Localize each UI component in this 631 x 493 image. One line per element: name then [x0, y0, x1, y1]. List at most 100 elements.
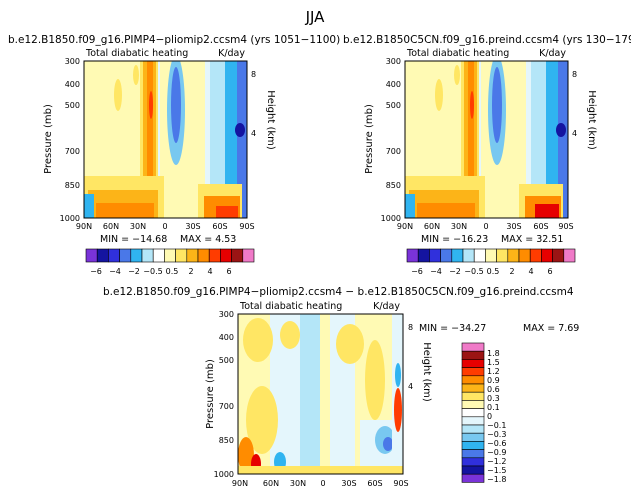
panel-2-xtick: 60S [533, 222, 548, 231]
panel-3-xtick: 60S [367, 479, 382, 488]
panel-3-colorbar-swatch [461, 367, 485, 377]
panel-2-colorbar-swatch [496, 248, 509, 263]
panel-2-colorbar-swatch [518, 248, 531, 263]
panel-2-colorbar-swatch [417, 248, 430, 263]
panel-3-colorbar-swatch [461, 416, 485, 426]
panel-3-heighttick: 4 [408, 382, 413, 391]
panel-3-colorbar-label: 0.3 [487, 394, 500, 403]
panel-3-xtick: 90S [393, 479, 408, 488]
panel-2-xtick: 0 [483, 222, 488, 231]
panel-3-colorbar-label: −0.1 [487, 421, 506, 430]
panel-3-colorbar-swatch [461, 424, 485, 434]
panel-1-max: MAX = 4.53 [180, 234, 236, 245]
panel-2-ytick: 1000 [381, 214, 401, 223]
panel-2-colorbar-label: 4 [528, 267, 533, 276]
panel-2-ylabel: Pressure (mb) [364, 104, 375, 174]
panel-3: b.e12.B1850.f09_g16.PIMP4−pliomip2.ccsm4… [103, 286, 579, 488]
panel-1-ytick: 700 [65, 147, 80, 156]
panel-1-heighttick: 8 [251, 70, 256, 79]
panel-2-colorbar-label: 0.5 [487, 267, 500, 276]
panel-1-min: MIN = −14.68 [100, 234, 167, 245]
panel-2-xtick: 30N [451, 222, 467, 231]
panel-2-heighttick: 4 [572, 129, 577, 138]
panel-3-title: b.e12.B1850.f09_g16.PIMP4−pliomip2.ccsm4… [103, 286, 574, 298]
panel-1-colorbar-label: −4 [109, 267, 121, 276]
panel-2-colorbar-swatch [473, 248, 486, 263]
panel-1-units: K/day [218, 48, 245, 59]
panel-3-ylabel: Pressure (mb) [205, 359, 216, 429]
panel-3-colorbar: 1.8 1.5 1.2 0.9 0.6 0.3 0.1 0 −0.1 −0.3 … [461, 342, 506, 484]
panel-3-colorbar-swatch [461, 473, 485, 483]
panel-1-xtick: 30N [130, 222, 146, 231]
panel-2-colorbar: −6 −4 −2 −0.5 0.5 2 4 6 [406, 248, 576, 276]
panel-3-colorbar-label: −1.2 [487, 457, 506, 466]
panel-3-ytick: 300 [219, 310, 234, 319]
panel-3-colorbar-label: −1.5 [487, 466, 506, 475]
panel-3-colorbar-label: −0.6 [487, 439, 506, 448]
panel-3-xtick: 60N [263, 479, 279, 488]
panel-1-xtick: 0 [162, 222, 167, 231]
panel-2-heighttick: 8 [572, 70, 577, 79]
panel-3-subtitle-left: Total diabatic heating [239, 301, 342, 312]
panel-2-min: MIN = −16.23 [421, 234, 488, 245]
panel-3-colorbar-swatch [461, 350, 485, 360]
figure-title: JJA [305, 8, 326, 26]
panel-1-colorbar-label: 4 [207, 267, 212, 276]
panel-1-colorbar-swatch [220, 248, 232, 263]
panel-2-colorbar-label: −0.5 [464, 267, 483, 276]
panel-1-colorbar-swatch [175, 248, 188, 263]
panel-2-ytick: 400 [386, 80, 401, 89]
panel-3-colorbar-swatch [461, 441, 485, 450]
panel-1-ytick: 1000 [60, 214, 80, 223]
panel-3-colorbar-label: 0.1 [487, 403, 500, 412]
panel-2-field [405, 61, 568, 218]
panel-2-colorbar-label: 2 [509, 267, 514, 276]
panel-2-colorbar-label: −2 [449, 267, 461, 276]
panel-2-colorbar-swatch [552, 248, 565, 263]
panel-1-colorbar-swatch [197, 248, 210, 263]
panel-2-xtick: 30S [506, 222, 521, 231]
panel-3-heighttick: 8 [408, 323, 413, 332]
panel-2-subtitle-left: Total diabatic heating [406, 48, 509, 59]
panel-1-ylabel: Pressure (mb) [43, 104, 54, 174]
panel-3-xtick: 90N [232, 479, 248, 488]
panel-2-colorbar-swatch [485, 248, 497, 263]
panel-3-colorbar-swatch [461, 359, 485, 368]
panel-3-field [238, 314, 403, 474]
panel-3-colorbar-swatch [461, 375, 485, 385]
panel-3-colorbar-swatch [461, 391, 485, 401]
panel-3-colorbar-swatch [461, 457, 485, 467]
panel-2-colorbar-swatch [541, 248, 553, 263]
panel-1-colorbar-swatch [119, 248, 132, 263]
panel-1-ytick: 500 [65, 101, 80, 110]
panel-1-heighttick: 4 [251, 129, 256, 138]
panel-3-colorbar-label: 0.6 [487, 385, 500, 394]
panel-3-colorbar-swatch [461, 449, 485, 459]
panel-3-frame [237, 313, 404, 475]
panel-2-colorbar-swatch [429, 248, 441, 263]
panel-3-colorbar-swatch [461, 400, 485, 409]
panel-2-title: b.e12.B1850C5CN.f09_g16.preind.ccsm4 (yr… [343, 34, 631, 46]
panel-1-colorbar-swatch [242, 248, 255, 263]
panel-1-xtick: 90N [76, 222, 92, 231]
panel-3-colorbar-label: 0.9 [487, 376, 500, 385]
panel-3-colorbar-label: 1.2 [487, 367, 500, 376]
panel-3-xtick: 30S [341, 479, 356, 488]
panel-1-colorbar-swatch [208, 248, 221, 263]
panel-1-colorbar-swatch [130, 248, 143, 263]
panel-2-colorbar-swatch [462, 248, 475, 263]
panel-2-y2label: Height (km) [586, 90, 597, 150]
panel-3-colorbar-swatch [461, 383, 485, 393]
panel-3-colorbar-label: 1.8 [487, 349, 500, 358]
panel-1-colorbar-label: −0.5 [143, 267, 162, 276]
panel-1-colorbar-swatch [231, 248, 244, 263]
panel-3-colorbar-swatch [461, 465, 485, 475]
panel-1-colorbar-label: 0.5 [166, 267, 179, 276]
panel-2-colorbar-swatch [440, 248, 453, 263]
panel-2-colorbar-swatch [451, 248, 464, 263]
panel-2-colorbar-swatch [507, 248, 520, 263]
panel-1-colorbar-label: −2 [128, 267, 140, 276]
panel-1-subtitle-left: Total diabatic heating [85, 48, 188, 59]
panel-3-ytick: 700 [219, 402, 234, 411]
